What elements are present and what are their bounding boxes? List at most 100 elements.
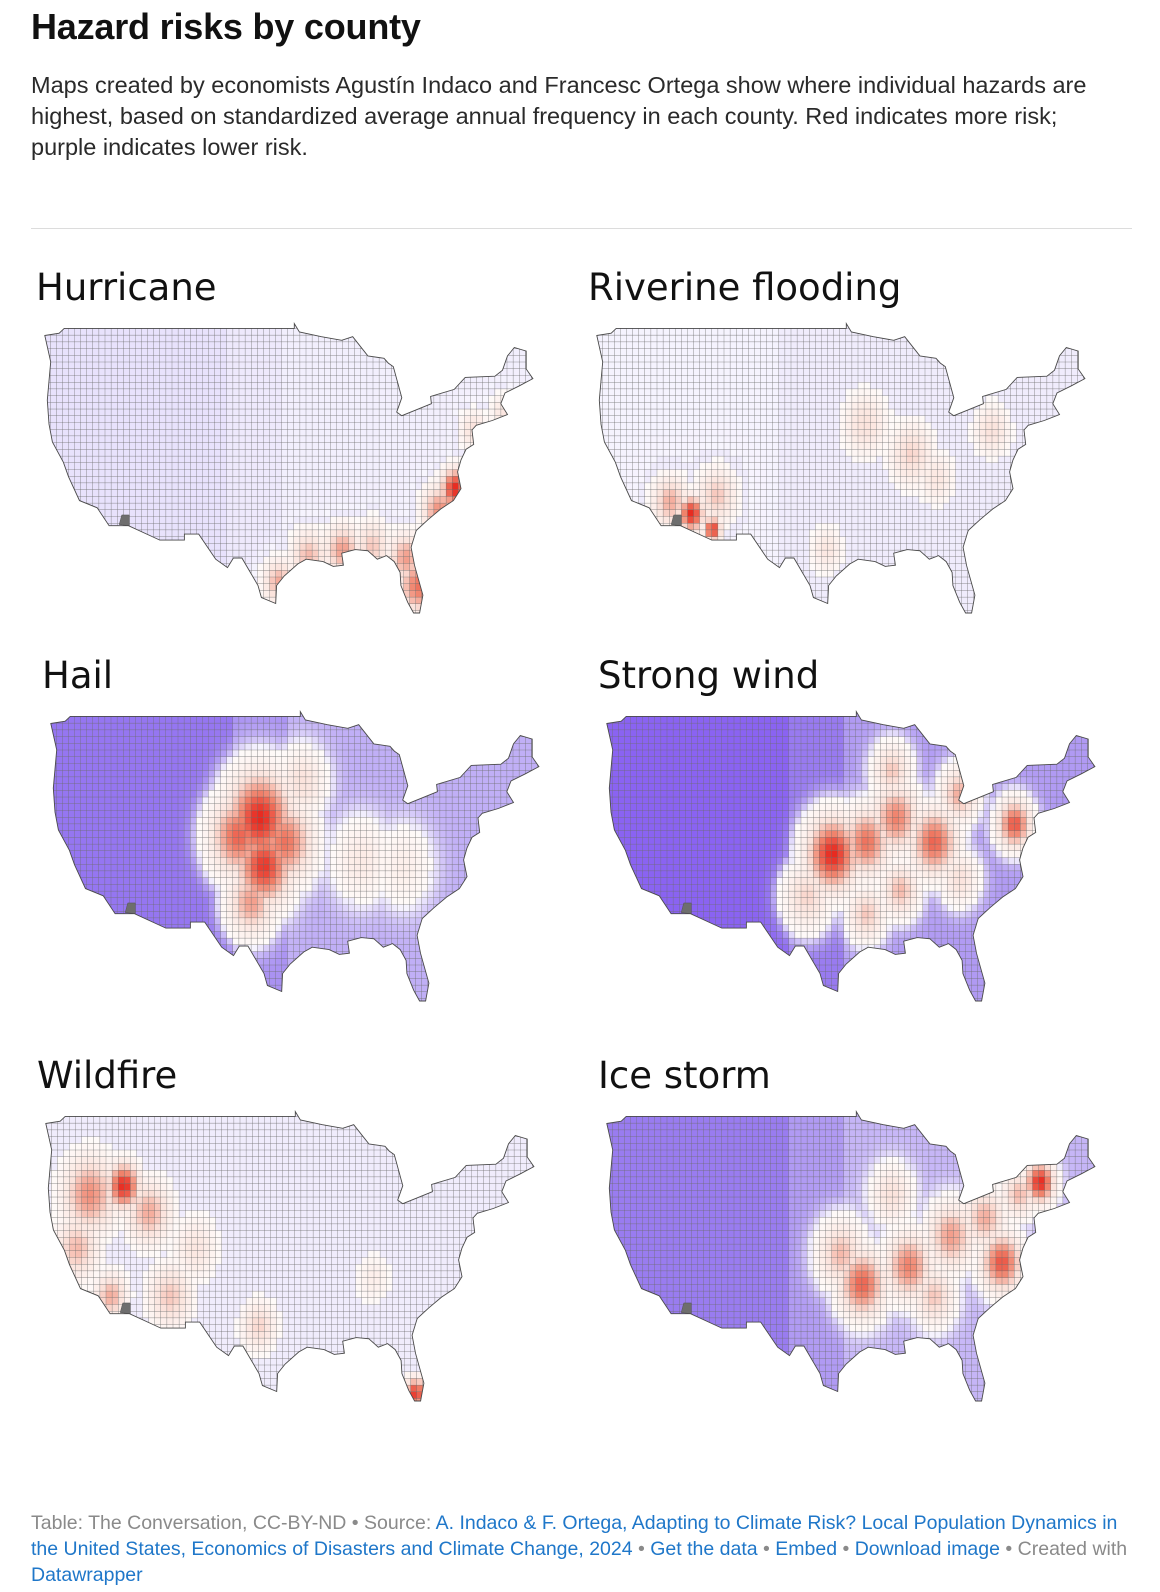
county-cell <box>226 388 234 396</box>
county-cell <box>318 590 325 598</box>
county-cell <box>525 556 532 564</box>
county-cell <box>372 323 380 329</box>
county-cell <box>937 617 943 624</box>
county-cell <box>476 603 484 611</box>
county-cell <box>378 590 386 598</box>
county-cell <box>343 617 349 624</box>
county-cell <box>366 576 374 584</box>
county-cell <box>433 462 441 470</box>
county-cell <box>324 381 331 390</box>
county-cell <box>244 569 252 578</box>
county-cell <box>372 475 380 484</box>
county-cell <box>129 422 136 430</box>
county-cell <box>226 455 234 463</box>
county-cell <box>1071 543 1078 551</box>
county-cell <box>705 569 713 578</box>
county-cell <box>385 603 392 611</box>
county-cell <box>293 388 301 396</box>
county-cell <box>833 610 841 613</box>
county-cell <box>482 576 490 584</box>
county-cell <box>98 381 106 390</box>
county-cell <box>433 408 441 416</box>
county-cell <box>815 556 822 564</box>
county-cell <box>232 415 240 423</box>
county-cell <box>590 610 596 617</box>
county-cell <box>821 556 828 564</box>
county-cell <box>427 502 435 510</box>
county-cell <box>784 590 792 598</box>
county-cell <box>203 617 209 624</box>
county-cell <box>299 395 307 403</box>
county-cell <box>906 529 914 537</box>
county-cell <box>602 583 609 591</box>
county-cell <box>190 496 197 504</box>
county-cell <box>439 442 447 450</box>
county-cell <box>348 583 356 591</box>
county-cell <box>50 455 57 463</box>
county-cell <box>299 328 307 336</box>
county-cell <box>80 556 88 564</box>
county-cell <box>202 422 209 430</box>
county-cell <box>488 596 496 604</box>
county-cell <box>391 455 398 463</box>
county-cell <box>650 603 658 611</box>
county-cell <box>184 590 191 598</box>
county-cell <box>299 590 307 598</box>
county-cell <box>129 563 136 571</box>
county-cell <box>421 428 429 437</box>
county-cell <box>263 603 270 611</box>
county-cell <box>159 563 167 571</box>
county-cell <box>86 328 94 336</box>
county-cell <box>159 596 167 604</box>
county-cell <box>991 576 999 584</box>
county-cell <box>251 516 258 524</box>
county-cell <box>56 388 63 396</box>
county-cell <box>500 549 508 557</box>
county-cell <box>596 556 603 564</box>
county-cell <box>251 596 258 604</box>
county-cell <box>699 610 707 613</box>
county-cell <box>662 583 670 591</box>
county-cell <box>324 475 331 484</box>
county-cell <box>924 569 932 578</box>
county-cell <box>244 368 252 376</box>
county-cell <box>699 543 707 551</box>
county-cell <box>961 576 969 584</box>
county-cell <box>153 422 161 430</box>
county-cell <box>482 556 490 564</box>
county-cell <box>427 596 435 604</box>
county-cell <box>220 596 228 604</box>
county-cell <box>403 569 410 578</box>
county-cell <box>378 502 386 510</box>
county-cell <box>117 536 124 544</box>
county-cell <box>531 328 533 336</box>
county-cell <box>1040 536 1048 544</box>
county-cell <box>427 388 435 396</box>
county-cell <box>699 590 707 598</box>
county-cell <box>232 482 240 490</box>
county-cell <box>110 435 118 443</box>
county-cell <box>342 375 350 383</box>
county-cell <box>778 610 786 613</box>
county-cell <box>507 617 513 624</box>
county-cell <box>439 576 447 584</box>
county-cell <box>409 442 417 450</box>
county-cell <box>251 361 258 369</box>
county-cell <box>876 590 883 598</box>
county-cell <box>311 563 319 571</box>
county-cell <box>50 354 57 363</box>
county-cell <box>293 583 301 591</box>
county-cell <box>135 549 142 557</box>
county-cell <box>955 543 962 551</box>
county-cell <box>525 617 531 624</box>
county-cell <box>135 536 142 544</box>
county-cell <box>257 422 264 430</box>
county-cell <box>263 549 270 557</box>
county-cell <box>924 596 932 604</box>
county-cell <box>809 536 816 544</box>
county-cell <box>955 556 962 564</box>
county-cell <box>482 381 490 390</box>
county-cell <box>62 496 69 504</box>
county-cell <box>123 469 130 477</box>
county-cell <box>409 496 417 504</box>
